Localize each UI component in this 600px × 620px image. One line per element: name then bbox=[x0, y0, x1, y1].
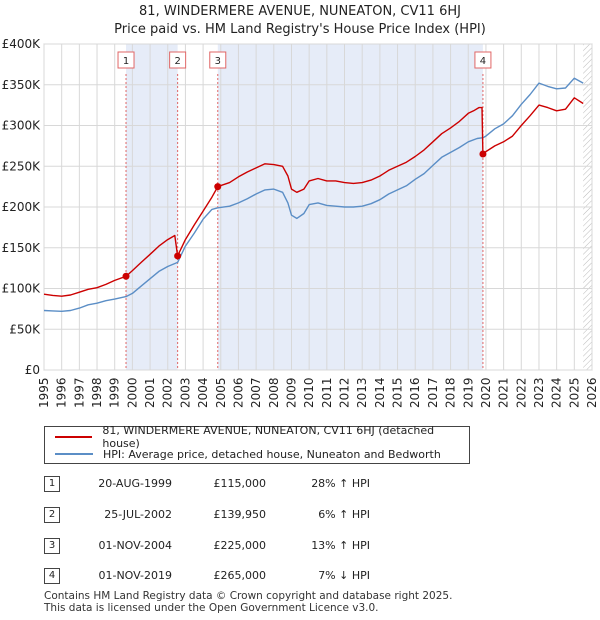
sale-hpi-diff: 28% ↑ HPI bbox=[311, 477, 370, 490]
x-tick-label: 2022 bbox=[514, 377, 528, 408]
x-tick-label: 2007 bbox=[249, 377, 263, 408]
legend-label-hpi: HPI: Average price, detached house, Nune… bbox=[103, 447, 441, 461]
x-tick-label: 2013 bbox=[355, 377, 369, 408]
chart-subtitle: Price paid vs. HM Land Registry's House … bbox=[114, 22, 486, 37]
x-tick-label: 2021 bbox=[497, 377, 511, 408]
sale-row-4: 4 01-NOV-2019 £265,000 7% ↓ HPI bbox=[44, 568, 424, 586]
sale-date: 25-JUL-2002 bbox=[104, 508, 172, 521]
sale-price: £265,000 bbox=[213, 569, 267, 582]
x-tick-label: 2017 bbox=[426, 377, 440, 408]
x-tick-label: 2014 bbox=[373, 377, 387, 408]
legend-label-property: 81, WINDERMERE AVENUE, NUNEATON, CV11 6H… bbox=[102, 424, 435, 450]
y-tick-label: £150K bbox=[2, 241, 42, 255]
x-tick-label: 2020 bbox=[479, 377, 493, 408]
sale-date: 01-NOV-2019 bbox=[98, 569, 172, 582]
sale-1-box bbox=[117, 51, 135, 69]
footer-line-copyright: Contains HM Land Registry data © Crown c… bbox=[44, 590, 453, 602]
x-tick-label: 2011 bbox=[320, 377, 334, 408]
x-tick-label: 2004 bbox=[196, 377, 210, 408]
x-tick-label: 2024 bbox=[550, 377, 564, 408]
y-tick-label: £0 bbox=[25, 363, 40, 377]
x-tick-label: 1996 bbox=[55, 377, 69, 408]
legend: 81, WINDERMERE AVENUE, NUNEATON, CV11 6H… bbox=[44, 424, 470, 464]
sale-hpi-diff: 13% ↑ HPI bbox=[311, 539, 370, 552]
sale-2-box-label: 2 bbox=[174, 56, 180, 67]
x-tick-label: 2010 bbox=[302, 377, 316, 408]
y-tick-label: £350K bbox=[2, 78, 42, 92]
sale-2-box bbox=[169, 51, 187, 69]
x-tick-label: 2025 bbox=[567, 377, 581, 408]
sale-row-1: 1 20-AUG-1999 £115,000 28% ↑ HPI bbox=[44, 476, 424, 494]
sale-date: 01-NOV-2004 bbox=[98, 539, 172, 552]
sale-3-box-label: 3 bbox=[215, 56, 221, 67]
x-tick-label: 2015 bbox=[391, 377, 405, 408]
sale-1-marker bbox=[122, 272, 130, 280]
x-tick-label: 2001 bbox=[143, 377, 157, 408]
sale-3-box bbox=[209, 51, 227, 69]
sale-3-marker bbox=[214, 183, 222, 191]
x-tick-label: 1997 bbox=[72, 377, 86, 408]
sale-row-3: 3 01-NOV-2004 £225,000 13% ↑ HPI bbox=[44, 538, 424, 556]
sale-price: £139,950 bbox=[213, 508, 267, 521]
x-tick-label: 2018 bbox=[444, 377, 458, 408]
y-tick-label: £300K bbox=[2, 119, 42, 133]
sale-4-box bbox=[474, 51, 492, 69]
y-tick-label: £250K bbox=[2, 159, 42, 173]
sale-hpi-diff: 6% ↑ HPI bbox=[318, 508, 370, 521]
x-tick-label: 2026 bbox=[585, 377, 599, 408]
footer-credits: Contains HM Land Registry data © Crown c… bbox=[44, 590, 452, 614]
y-tick-label: £400K bbox=[2, 37, 42, 51]
x-tick-label: 1999 bbox=[108, 377, 122, 408]
y-tick-label: £50K bbox=[9, 322, 41, 336]
x-tick-label: 2019 bbox=[461, 377, 475, 408]
y-tick-label: £200K bbox=[2, 200, 42, 214]
x-tick-label: 2002 bbox=[161, 377, 175, 408]
x-tick-label: 2008 bbox=[267, 377, 281, 408]
sale-1-box-label: 1 bbox=[123, 56, 129, 67]
sale-number: 4 bbox=[44, 568, 60, 584]
legend-item-hpi: HPI: Average price, detached house, Nune… bbox=[55, 446, 441, 462]
legend-swatch-property bbox=[55, 436, 93, 438]
y-tick-label: £100K bbox=[2, 282, 42, 296]
x-tick-label: 2000 bbox=[125, 377, 139, 408]
sale-price: £225,000 bbox=[213, 539, 267, 552]
sale-4-box-label: 4 bbox=[480, 56, 486, 67]
sale-number: 1 bbox=[44, 476, 60, 492]
x-tick-label: 2016 bbox=[408, 377, 422, 408]
sale-price: £115,000 bbox=[213, 477, 267, 490]
chart-title: 81, WINDERMERE AVENUE, NUNEATON, CV11 6H… bbox=[139, 4, 461, 19]
legend-item-property: 81, WINDERMERE AVENUE, NUNEATON, CV11 6H… bbox=[55, 424, 469, 450]
sale-number: 2 bbox=[44, 507, 60, 523]
x-tick-label: 2003 bbox=[178, 377, 192, 408]
x-tick-label: 2006 bbox=[231, 377, 245, 408]
sale-row-2: 2 25-JUL-2002 £139,950 6% ↑ HPI bbox=[44, 507, 424, 525]
chart-area: 1 2 3 4 £0 £50K £100K £150K £200K £250K £300K £350… bbox=[2, 37, 599, 408]
legend-swatch-hpi bbox=[55, 453, 93, 455]
sale-number: 3 bbox=[44, 538, 60, 554]
x-tick-label: 2009 bbox=[284, 377, 298, 408]
footer-line-licence: This data is licensed under the Open Gov… bbox=[44, 602, 379, 614]
sale-2-marker bbox=[174, 252, 182, 260]
x-tick-label: 2005 bbox=[214, 377, 228, 408]
x-tick-label: 2012 bbox=[338, 377, 352, 408]
x-tick-label: 1995 bbox=[37, 377, 51, 408]
x-tick-label: 2023 bbox=[532, 377, 546, 408]
sale-date: 20-AUG-1999 bbox=[98, 477, 172, 490]
x-tick-label: 1998 bbox=[90, 377, 104, 408]
series-line-hpi bbox=[43, 77, 584, 312]
sale-hpi-diff: 7% ↓ HPI bbox=[318, 569, 370, 582]
sale-4-marker bbox=[479, 150, 487, 158]
